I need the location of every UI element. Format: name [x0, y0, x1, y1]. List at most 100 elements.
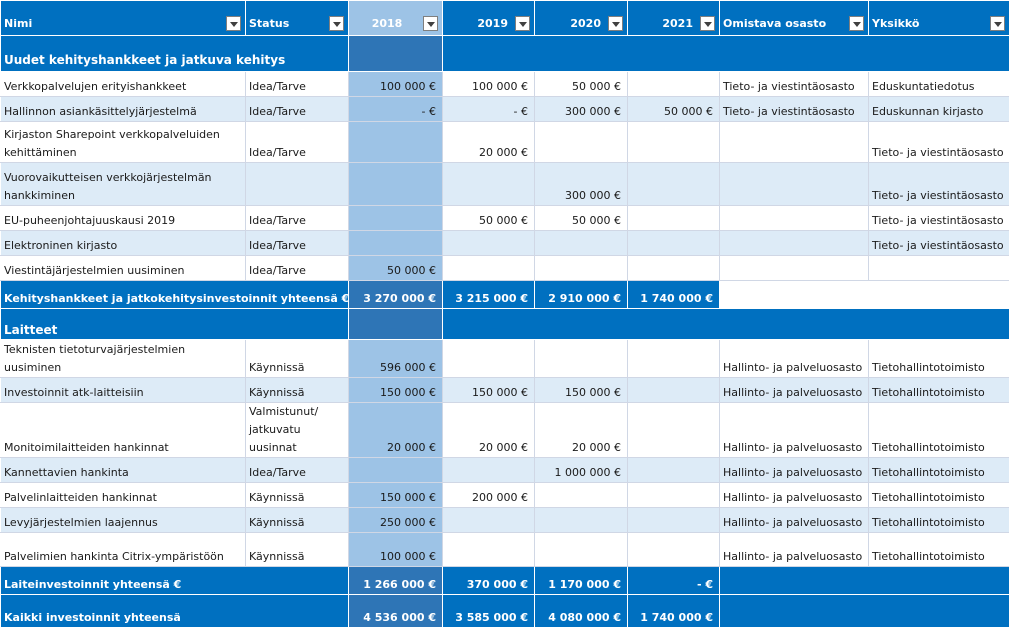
cell-unit[interactable]: Tieto- ja viestintäosasto	[869, 122, 1009, 163]
cell-2019[interactable]	[443, 508, 535, 533]
table-row[interactable]: Teknisten tietoturvajärjestelmien uusimi…	[1, 340, 1009, 378]
cell-2020[interactable]	[535, 483, 628, 508]
cell-status[interactable]: Käynnissä	[246, 340, 349, 378]
cell-unit[interactable]: Tietohallintotoimisto	[869, 508, 1009, 533]
cell-2018[interactable]: - €	[349, 97, 443, 122]
cell-dept[interactable]: Hallinto- ja palveluosasto	[720, 483, 869, 508]
cell-2019[interactable]	[443, 533, 535, 567]
cell-status[interactable]: Idea/Tarve	[246, 97, 349, 122]
filter-dropdown-icon[interactable]	[423, 16, 438, 31]
cell-2020[interactable]	[535, 231, 628, 256]
cell-2021[interactable]	[628, 231, 720, 256]
filter-dropdown-icon[interactable]	[226, 16, 241, 31]
cell-2021[interactable]	[628, 256, 720, 281]
cell-2020[interactable]: 150 000 €	[535, 378, 628, 403]
cell-unit[interactable]: Tieto- ja viestintäosasto	[869, 206, 1009, 231]
table-row[interactable]: Vuorovaikutteisen verkkojärjestelmän han…	[1, 163, 1009, 206]
cell-name[interactable]: Hallinnon asiankäsittelyjärjestelmä	[1, 97, 246, 122]
cell-status[interactable]: Valmistunut/ jatkuvatu uusinnat	[246, 403, 349, 458]
cell-dept[interactable]: Hallinto- ja palveluosasto	[720, 378, 869, 403]
cell-status[interactable]: Idea/Tarve	[246, 458, 349, 483]
cell-unit[interactable]: Tietohallintotoimisto	[869, 458, 1009, 483]
cell-dept[interactable]	[720, 163, 869, 206]
cell-2018[interactable]: 100 000 €	[349, 72, 443, 97]
filter-dropdown-icon[interactable]	[990, 16, 1005, 31]
cell-2019[interactable]: 150 000 €	[443, 378, 535, 403]
cell-2021[interactable]	[628, 483, 720, 508]
cell-status[interactable]: Idea/Tarve	[246, 122, 349, 163]
cell-name[interactable]: Teknisten tietoturvajärjestelmien uusimi…	[1, 340, 246, 378]
cell-2021[interactable]	[628, 163, 720, 206]
filter-dropdown-icon[interactable]	[515, 16, 530, 31]
cell-2020[interactable]: 300 000 €	[535, 97, 628, 122]
cell-name[interactable]: Palvelinlaitteiden hankinnat	[1, 483, 246, 508]
cell-unit[interactable]: Tietohallintotoimisto	[869, 340, 1009, 378]
cell-status[interactable]	[246, 163, 349, 206]
cell-2019[interactable]	[443, 163, 535, 206]
cell-name[interactable]: Palvelimien hankinta Citrix-ympäristöön	[1, 533, 246, 567]
cell-2018[interactable]	[349, 458, 443, 483]
cell-unit[interactable]: Tietohallintotoimisto	[869, 533, 1009, 567]
cell-2020[interactable]: 50 000 €	[535, 72, 628, 97]
cell-2021[interactable]	[628, 206, 720, 231]
cell-2021[interactable]	[628, 508, 720, 533]
cell-status[interactable]: Idea/Tarve	[246, 206, 349, 231]
cell-2021[interactable]	[628, 340, 720, 378]
cell-2021[interactable]	[628, 378, 720, 403]
cell-unit[interactable]: Tietohallintotoimisto	[869, 378, 1009, 403]
cell-2021[interactable]: 50 000 €	[628, 97, 720, 122]
cell-2018[interactable]: 150 000 €	[349, 378, 443, 403]
cell-2018[interactable]: 150 000 €	[349, 483, 443, 508]
cell-2020[interactable]	[535, 122, 628, 163]
cell-2019[interactable]	[443, 231, 535, 256]
cell-2018[interactable]: 596 000 €	[349, 340, 443, 378]
cell-2019[interactable]	[443, 256, 535, 281]
cell-2018[interactable]: 100 000 €	[349, 533, 443, 567]
cell-2018[interactable]	[349, 206, 443, 231]
cell-name[interactable]: Kannettavien hankinta	[1, 458, 246, 483]
cell-status[interactable]: Käynnissä	[246, 533, 349, 567]
cell-unit[interactable]: Eduskuntatiedotus	[869, 72, 1009, 97]
cell-2020[interactable]	[535, 533, 628, 567]
cell-name[interactable]: Levyjärjestelmien laajennus	[1, 508, 246, 533]
cell-name[interactable]: EU-puheenjohtajuuskausi 2019	[1, 206, 246, 231]
cell-2020[interactable]	[535, 508, 628, 533]
cell-dept[interactable]: Hallinto- ja palveluosasto	[720, 458, 869, 483]
cell-dept[interactable]: Hallinto- ja palveluosasto	[720, 508, 869, 533]
cell-2018[interactable]	[349, 231, 443, 256]
cell-2018[interactable]: 20 000 €	[349, 403, 443, 458]
cell-unit[interactable]: Tietohallintotoimisto	[869, 403, 1009, 458]
filter-dropdown-icon[interactable]	[849, 16, 864, 31]
cell-dept[interactable]: Tieto- ja viestintäosasto	[720, 97, 869, 122]
cell-name[interactable]: Verkkopalvelujen erityishankkeet	[1, 72, 246, 97]
filter-dropdown-icon[interactable]	[700, 16, 715, 31]
cell-2019[interactable]: 20 000 €	[443, 403, 535, 458]
cell-unit[interactable]: Eduskunnan kirjasto	[869, 97, 1009, 122]
cell-name[interactable]: Investoinnit atk-laitteisiin	[1, 378, 246, 403]
cell-dept[interactable]: Tieto- ja viestintäosasto	[720, 72, 869, 97]
cell-dept[interactable]: Hallinto- ja palveluosasto	[720, 533, 869, 567]
cell-2018[interactable]	[349, 122, 443, 163]
table-row[interactable]: Kirjaston Sharepoint verkkopalveluiden k…	[1, 122, 1009, 163]
filter-dropdown-icon[interactable]	[329, 16, 344, 31]
cell-2018[interactable]: 50 000 €	[349, 256, 443, 281]
cell-2019[interactable]: 100 000 €	[443, 72, 535, 97]
cell-unit[interactable]: Tieto- ja viestintäosasto	[869, 163, 1009, 206]
cell-dept[interactable]: Hallinto- ja palveluosasto	[720, 403, 869, 458]
cell-2020[interactable]	[535, 340, 628, 378]
cell-2018[interactable]: 250 000 €	[349, 508, 443, 533]
cell-unit[interactable]: Tieto- ja viestintäosasto	[869, 231, 1009, 256]
cell-name[interactable]: Monitoimilaitteiden hankinnat	[1, 403, 246, 458]
cell-2019[interactable]: 20 000 €	[443, 122, 535, 163]
cell-2021[interactable]	[628, 458, 720, 483]
cell-unit[interactable]: Tietohallintotoimisto	[869, 483, 1009, 508]
cell-name[interactable]: Viestintäjärjestelmien uusiminen	[1, 256, 246, 281]
